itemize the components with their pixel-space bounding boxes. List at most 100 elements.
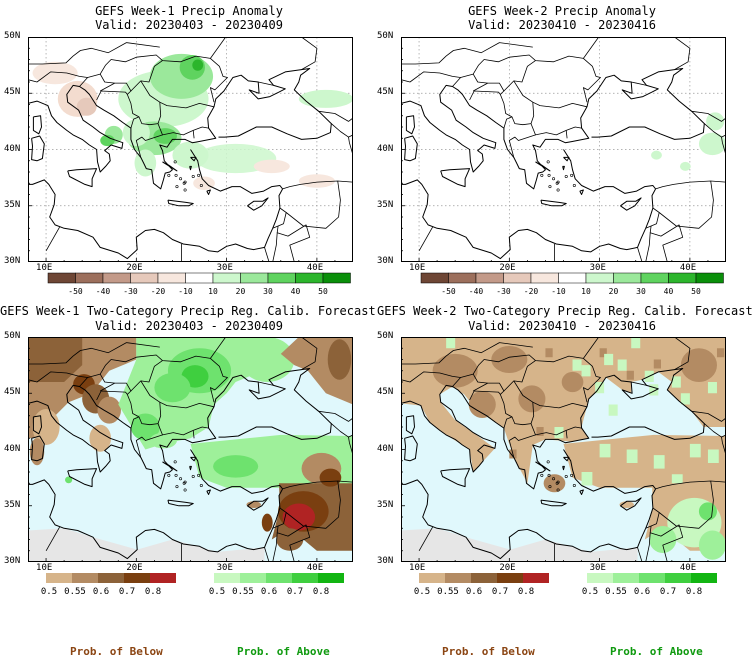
prob-swatch <box>665 573 691 583</box>
anomaly-colorbar-week1: -50 -40 -30 -20 -10 10 20 30 40 50 <box>47 272 351 296</box>
colorbar-label: -50 <box>68 287 83 296</box>
colorbar-swatch <box>322 272 351 284</box>
colorbar-swatch <box>212 272 241 284</box>
map-panel-week1-anomaly <box>28 37 353 262</box>
colorbar-label: -10 <box>551 287 566 296</box>
prob-label: 0.6 <box>634 587 650 597</box>
prob-below-label-right: Prob. of Below <box>442 645 535 658</box>
prob-label: 0.8 <box>313 587 329 597</box>
prob-swatch <box>124 573 150 583</box>
prob-label: 0.55 <box>437 587 459 597</box>
colorbar-label: -50 <box>441 287 456 296</box>
lon-label: 30E <box>589 563 606 573</box>
lon-label: 40E <box>306 263 324 273</box>
lon-label: 40E <box>679 263 697 273</box>
colorbar-label: -40 <box>96 287 111 296</box>
lat-label: 50N <box>377 31 394 41</box>
colorbar-swatch <box>558 272 587 284</box>
colorbar-swatch <box>695 272 724 284</box>
colorbar-swatch <box>420 272 449 284</box>
prob-label: 0.8 <box>145 587 161 597</box>
below-colorbar-week2: 0.5 0.55 0.6 0.7 0.8 <box>414 573 549 597</box>
prob-label: 0.5 <box>414 587 430 597</box>
panel3-title: GEFS Week-1 Two-Category Precip Reg. Cal… <box>0 304 376 318</box>
lon-label: 30E <box>589 263 606 273</box>
lat-label: 30N <box>4 256 21 266</box>
colorbar-label: 10 <box>581 287 591 296</box>
prob-swatch <box>445 573 471 583</box>
lon-label: 20E <box>126 263 143 273</box>
colorbar-label: -30 <box>123 287 138 296</box>
colorbar-swatch <box>503 272 532 284</box>
prob-above-label-right: Prob. of Above <box>610 645 703 658</box>
prob-label: 0.8 <box>686 587 702 597</box>
above-colorbar-week2: 0.5 0.55 0.6 0.7 0.8 <box>582 573 717 597</box>
lat-label: 45N <box>377 387 394 398</box>
prob-swatch <box>266 573 292 583</box>
colorbar-label: 10 <box>208 287 218 296</box>
prob-swatch <box>214 573 240 583</box>
prob-swatch <box>523 573 549 583</box>
colorbar-swatch <box>102 272 131 284</box>
colorbar-swatch <box>585 272 614 284</box>
prob-swatch <box>613 573 639 583</box>
colorbar-label: 30 <box>636 287 646 296</box>
lon-label: 40E <box>306 563 324 573</box>
colorbar-swatch <box>267 272 296 284</box>
colorbar-label: -10 <box>178 287 193 296</box>
panel4-title: GEFS Week-2 Two-Category Precip Reg. Cal… <box>377 304 752 318</box>
lon-label: 30E <box>216 563 233 573</box>
lat-label: 35N <box>4 199 21 210</box>
colorbar-swatch <box>640 272 669 284</box>
prob-swatch <box>497 573 523 583</box>
map-panel-week2-forecast <box>401 337 726 562</box>
lat-label: 40N <box>4 143 21 154</box>
colorbar-swatch <box>47 272 76 284</box>
panel3-valid: Valid: 20230403 - 20230409 <box>95 319 283 333</box>
colorbar-label: 30 <box>263 287 273 296</box>
lat-label: 45N <box>4 87 21 98</box>
lon-label: 20E <box>499 263 516 273</box>
prob-swatch <box>292 573 318 583</box>
prob-below-label-left: Prob. of Below <box>70 645 163 658</box>
colorbar-swatch <box>157 272 186 284</box>
colorbar-swatch <box>185 272 214 284</box>
lat-label: 50N <box>377 331 394 341</box>
prob-label: 0.6 <box>93 587 109 597</box>
prob-swatch <box>46 573 72 583</box>
colorbar-swatch <box>668 272 697 284</box>
below-colorbar-week1: 0.5 0.55 0.6 0.7 0.8 <box>41 573 176 597</box>
prob-swatch <box>587 573 613 583</box>
colorbar-swatch <box>130 272 159 284</box>
prob-label: 0.6 <box>466 587 482 597</box>
lat-label: 50N <box>4 31 21 41</box>
colorbar-label: 50 <box>691 287 701 296</box>
lat-label: 35N <box>377 199 394 210</box>
colorbar-swatch <box>530 272 559 284</box>
lon-label: 20E <box>126 563 143 573</box>
prob-label: 0.55 <box>64 587 86 597</box>
colorbar-label: -30 <box>496 287 511 296</box>
colorbar-label: 20 <box>236 287 246 296</box>
anomaly-colorbar-week2: -50 -40 -30 -20 -10 10 20 30 40 50 <box>420 272 724 296</box>
prob-swatch <box>72 573 98 583</box>
panel4-valid: Valid: 20230410 - 20230416 <box>468 319 656 333</box>
prob-label: 0.7 <box>119 587 135 597</box>
lat-label: 30N <box>377 256 394 266</box>
prob-label: 0.5 <box>209 587 225 597</box>
lat-label: 40N <box>377 443 394 454</box>
lon-label: 10E <box>36 263 53 273</box>
prob-label: 0.6 <box>261 587 277 597</box>
panel2-title: GEFS Week-2 Precip Anomaly <box>468 4 656 18</box>
colorbar-label: -20 <box>151 287 166 296</box>
colorbar-label: 40 <box>291 287 301 296</box>
prob-label: 0.8 <box>518 587 534 597</box>
prob-label: 0.7 <box>287 587 303 597</box>
prob-swatch <box>150 573 176 583</box>
colorbar-label: 40 <box>664 287 674 296</box>
map-panel-week1-forecast <box>28 337 353 562</box>
lon-label: 20E <box>499 563 516 573</box>
prob-label: 0.55 <box>232 587 254 597</box>
prob-above-label-left: Prob. of Above <box>237 645 330 658</box>
prob-swatch <box>318 573 344 583</box>
